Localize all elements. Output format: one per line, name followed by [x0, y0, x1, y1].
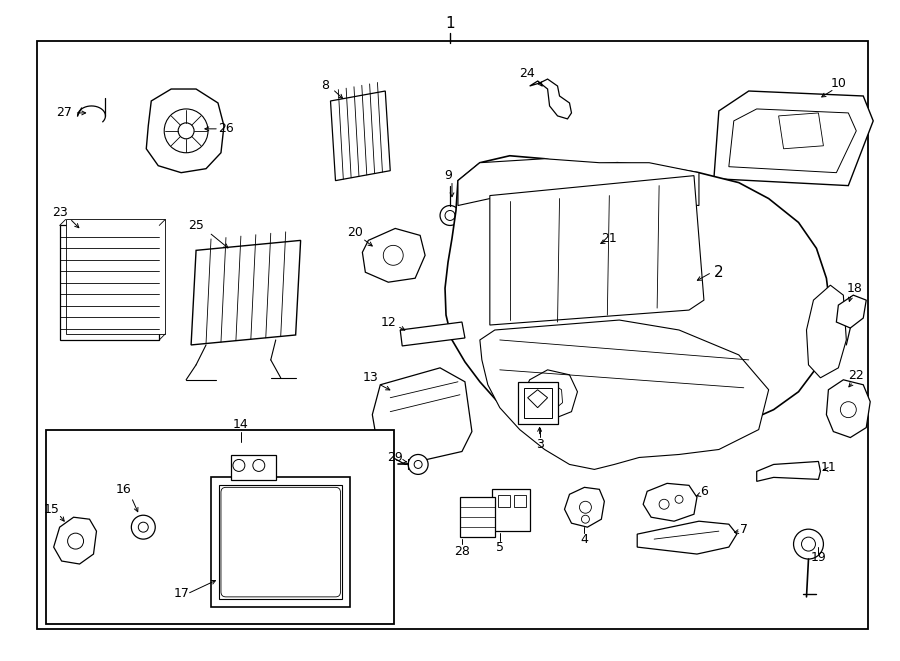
Polygon shape [714, 91, 873, 186]
Text: 16: 16 [115, 483, 131, 496]
Text: 20: 20 [347, 226, 364, 239]
Circle shape [414, 461, 422, 469]
Text: 25: 25 [188, 219, 204, 232]
Polygon shape [836, 295, 866, 328]
Polygon shape [826, 380, 870, 438]
Bar [491, 489, 530, 531]
Text: 12: 12 [381, 315, 396, 329]
Polygon shape [778, 113, 824, 149]
Bar [460, 497, 495, 537]
Polygon shape [363, 229, 425, 282]
Circle shape [580, 501, 591, 513]
Text: 1: 1 [446, 16, 454, 31]
Text: 3: 3 [536, 438, 544, 451]
Text: 10: 10 [831, 77, 846, 89]
Circle shape [233, 459, 245, 471]
Text: 19: 19 [811, 551, 826, 564]
Polygon shape [458, 159, 699, 206]
Text: 28: 28 [454, 545, 470, 558]
Polygon shape [522, 370, 578, 420]
Circle shape [253, 459, 265, 471]
Bar [231, 455, 275, 481]
Polygon shape [557, 229, 599, 270]
Polygon shape [191, 241, 301, 345]
Circle shape [440, 206, 460, 225]
Polygon shape [530, 79, 572, 119]
Circle shape [675, 495, 683, 503]
Text: 11: 11 [821, 461, 836, 474]
Circle shape [139, 522, 148, 532]
Polygon shape [637, 521, 737, 554]
Text: 14: 14 [233, 418, 248, 431]
Bar [211, 477, 350, 607]
Text: 21: 21 [601, 232, 617, 245]
Bar [219, 485, 343, 599]
Polygon shape [480, 320, 769, 469]
Circle shape [383, 245, 403, 265]
FancyBboxPatch shape [221, 487, 340, 597]
Circle shape [581, 515, 590, 524]
Text: 6: 6 [700, 485, 708, 498]
Bar [37, 41, 868, 629]
Circle shape [659, 499, 669, 509]
Circle shape [164, 109, 208, 153]
Text: 5: 5 [496, 541, 504, 553]
Polygon shape [400, 322, 465, 346]
Text: 9: 9 [444, 169, 452, 182]
Text: 2: 2 [714, 265, 724, 280]
Bar [518, 382, 557, 424]
Bar [66, 219, 166, 334]
Text: 24: 24 [518, 67, 535, 79]
Circle shape [409, 455, 428, 475]
Text: 15: 15 [44, 503, 59, 516]
Polygon shape [54, 517, 96, 564]
Bar [524, 388, 552, 418]
Circle shape [572, 243, 588, 258]
Text: 17: 17 [173, 588, 189, 600]
Polygon shape [564, 487, 604, 527]
Circle shape [178, 123, 194, 139]
Text: 29: 29 [387, 451, 403, 464]
Bar [59, 225, 159, 340]
Polygon shape [490, 176, 704, 325]
Text: 23: 23 [52, 206, 68, 219]
Polygon shape [806, 285, 846, 378]
Polygon shape [729, 109, 856, 173]
Polygon shape [445, 156, 831, 465]
Text: 7: 7 [740, 523, 748, 535]
Circle shape [802, 537, 815, 551]
Polygon shape [373, 368, 472, 465]
Polygon shape [330, 91, 391, 180]
Polygon shape [757, 461, 821, 481]
Text: 13: 13 [363, 371, 378, 384]
Circle shape [131, 515, 155, 539]
Bar [514, 495, 526, 507]
Text: 4: 4 [580, 533, 589, 545]
Text: 22: 22 [849, 369, 864, 382]
Text: 27: 27 [56, 106, 72, 120]
Circle shape [445, 210, 455, 221]
Polygon shape [527, 390, 547, 408]
Circle shape [794, 529, 824, 559]
Bar [46, 430, 394, 624]
Circle shape [841, 402, 856, 418]
Text: 8: 8 [321, 79, 329, 91]
Text: 26: 26 [218, 122, 234, 136]
Bar [498, 495, 509, 507]
Polygon shape [147, 89, 224, 173]
Polygon shape [540, 383, 562, 412]
Polygon shape [644, 483, 697, 521]
Text: 18: 18 [846, 282, 862, 295]
Circle shape [68, 533, 84, 549]
